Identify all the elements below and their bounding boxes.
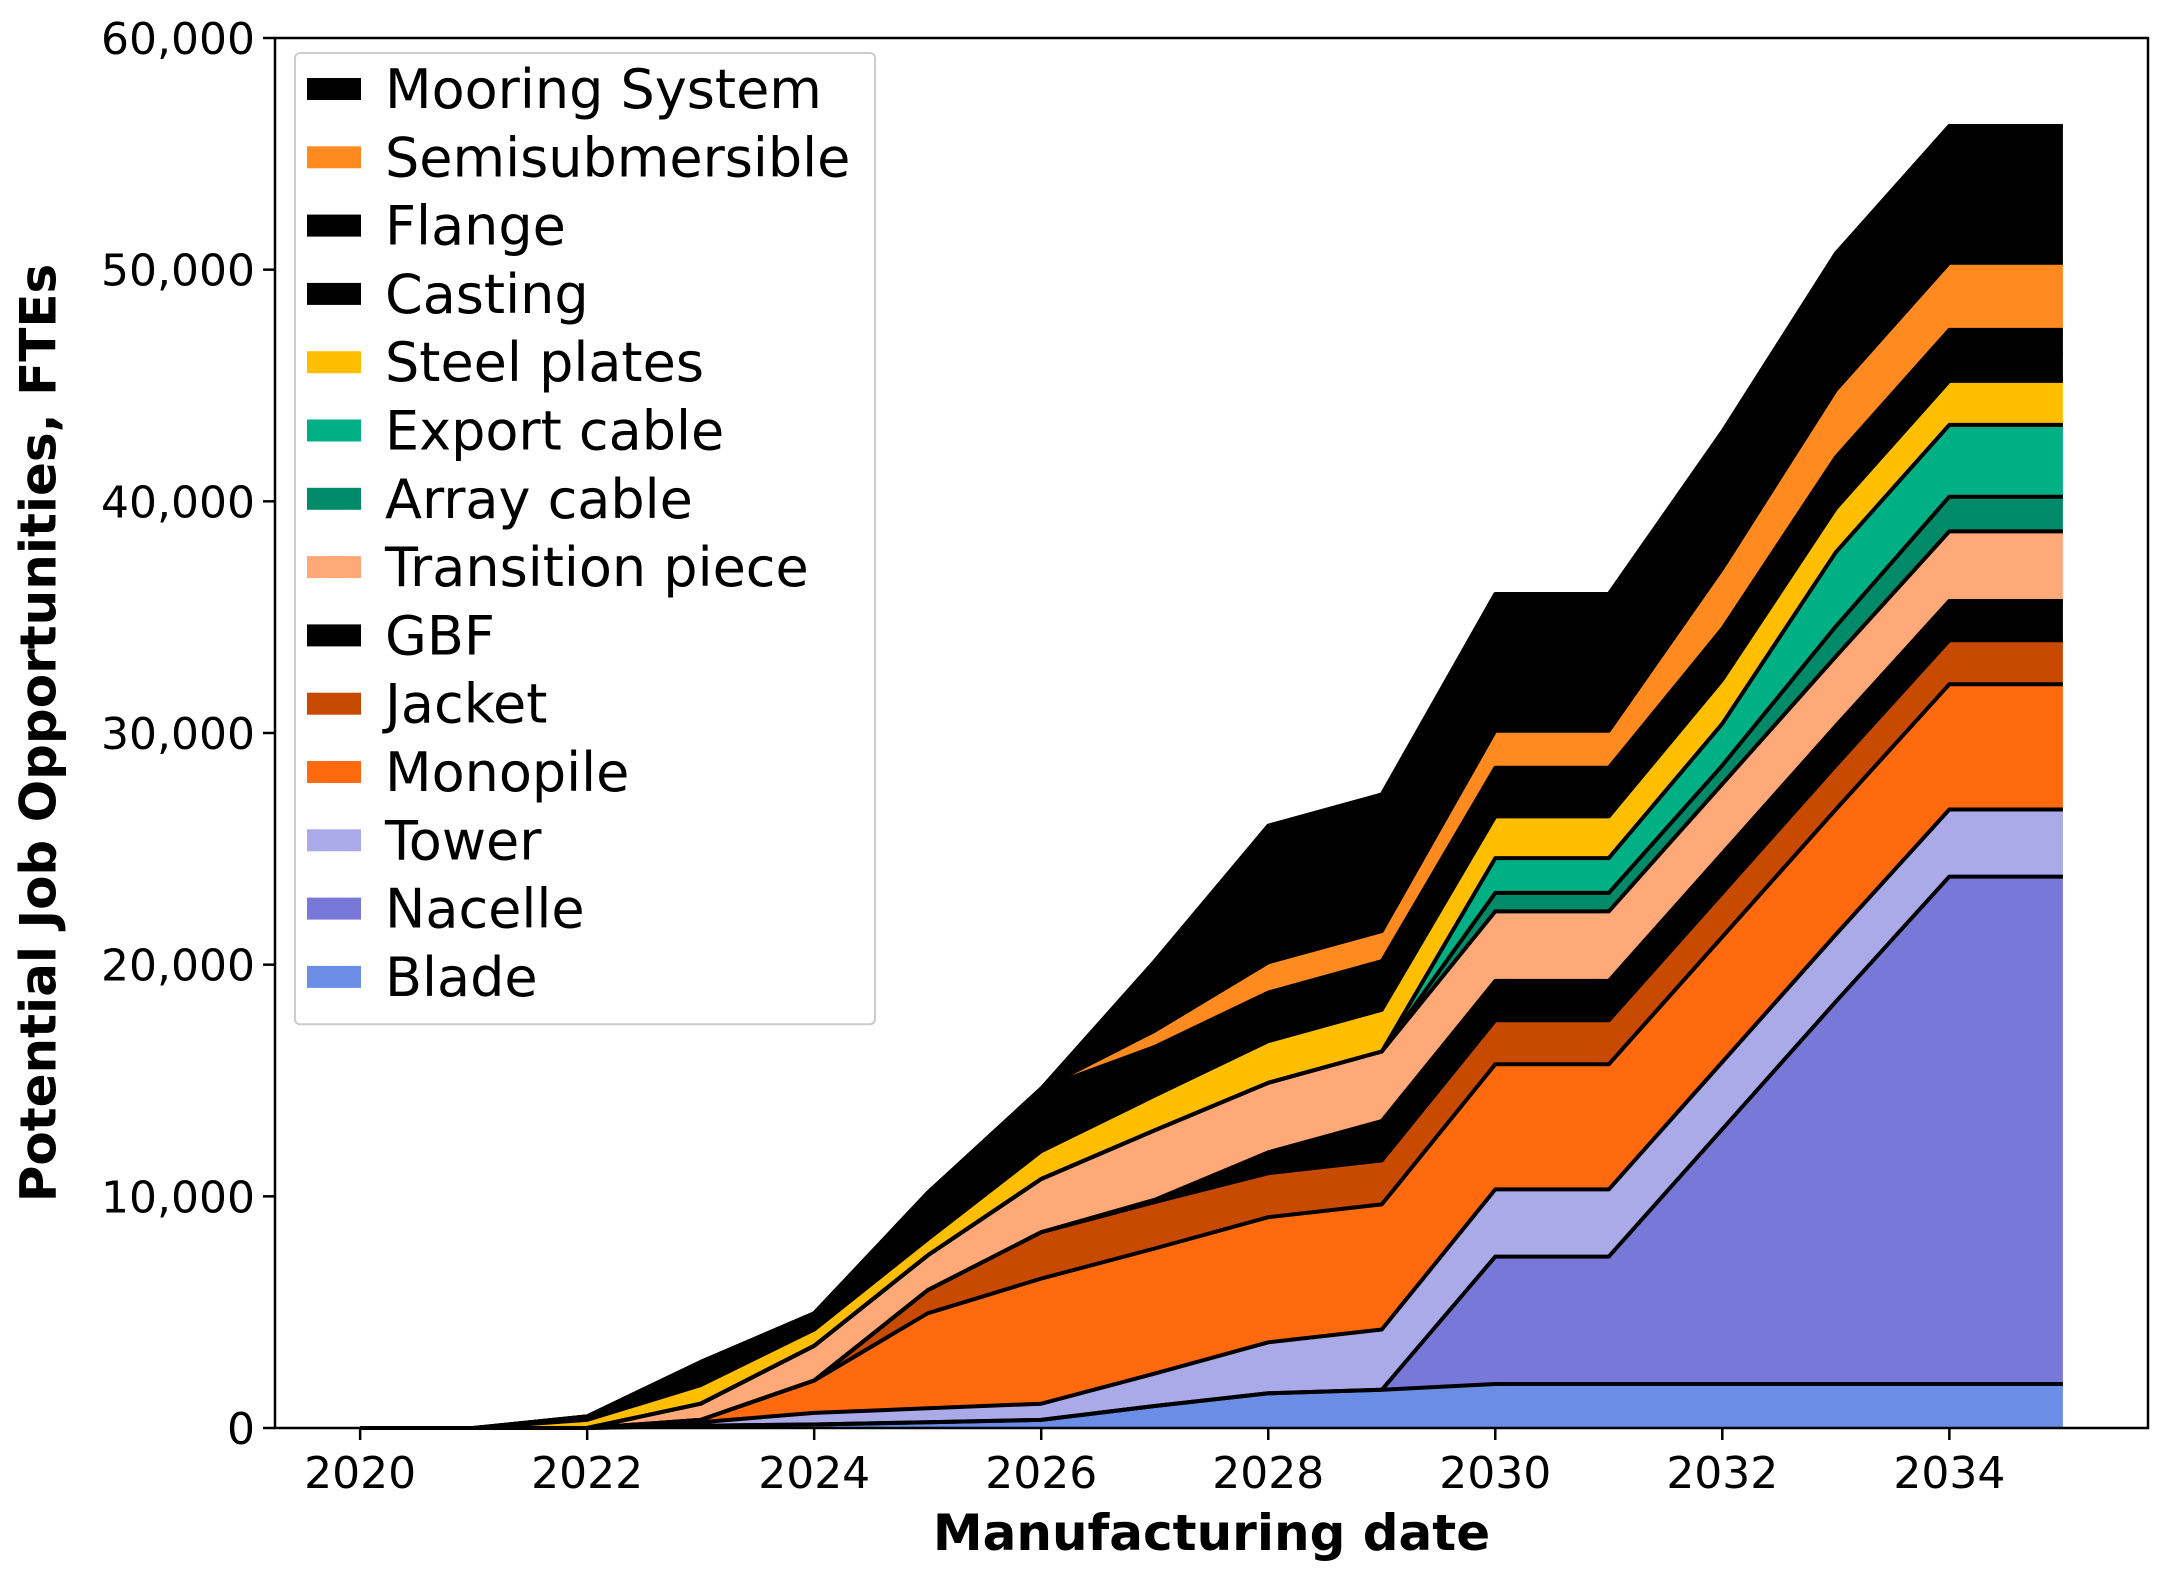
x-tick-label: 2030 bbox=[1439, 1448, 1551, 1499]
legend-swatch-array-cable bbox=[307, 487, 361, 510]
x-tick-label: 2022 bbox=[531, 1448, 643, 1499]
area-array-cable bbox=[360, 496, 2063, 1428]
legend-frame bbox=[294, 52, 876, 1026]
legend-label-array-cable: Array cable bbox=[385, 468, 693, 531]
x-tick-label: 2034 bbox=[1893, 1448, 2005, 1499]
x-tick-label: 2032 bbox=[1666, 1448, 1778, 1499]
legend-label-flange: Flange bbox=[385, 195, 566, 258]
legend-label-transition-piece: Transition piece bbox=[384, 536, 809, 599]
legend-label-mooring-system: Mooring System bbox=[385, 58, 822, 121]
series-edge-lines-layer bbox=[360, 124, 2063, 1430]
y-tick-label: 10,000 bbox=[101, 1172, 255, 1223]
legend-swatch-transition-piece bbox=[307, 556, 361, 579]
y-axis-title: Potential Job Opportunities, FTEs bbox=[10, 264, 68, 1203]
edge-line-steel-plates bbox=[360, 378, 2063, 1430]
x-tick-label: 2026 bbox=[985, 1448, 1097, 1499]
edge-line-casting bbox=[360, 351, 2063, 1430]
legend-label-casting: Casting bbox=[385, 263, 589, 326]
legend-swatch-jacket bbox=[307, 692, 361, 715]
y-tick-label: 60,000 bbox=[101, 14, 255, 65]
legend-swatch-semisubmersible bbox=[307, 146, 361, 169]
legend-label-tower: Tower bbox=[384, 809, 542, 872]
x-tick-label: 2028 bbox=[1212, 1448, 1324, 1499]
legend-swatch-nacelle bbox=[307, 897, 361, 920]
y-tick-label: 0 bbox=[227, 1404, 255, 1455]
area-blade bbox=[360, 1384, 2063, 1428]
area-tower bbox=[360, 809, 2063, 1428]
legend-swatch-blade bbox=[307, 965, 361, 988]
area-transition-piece bbox=[360, 531, 2063, 1428]
area-semisubmersible bbox=[360, 262, 2063, 1429]
legend-swatch-mooring-system bbox=[307, 78, 361, 100]
y-tick-label: 20,000 bbox=[101, 941, 255, 992]
area-mooring-system bbox=[360, 126, 2063, 1428]
legend-swatch-gbf bbox=[307, 624, 361, 647]
x-tick-label: 2020 bbox=[304, 1448, 416, 1499]
legend-swatch-steel-plates bbox=[307, 351, 361, 374]
legend-label-gbf: GBF bbox=[385, 604, 495, 667]
y-tick-label: 40,000 bbox=[101, 477, 255, 528]
area-jacket bbox=[360, 640, 2063, 1428]
x-axis: 2020 2022 2024 2026 2028 2030 2032 2034 bbox=[304, 1428, 2005, 1499]
edge-line-gbf bbox=[360, 599, 2063, 1430]
legend-swatch-export-cable bbox=[307, 419, 361, 442]
legend-label-export-cable: Export cable bbox=[385, 400, 724, 463]
y-tick-label: 50,000 bbox=[101, 246, 255, 297]
legend-swatch-flange bbox=[307, 214, 361, 237]
legend: Mooring SystemSemisubmersibleFlangeCasti… bbox=[294, 52, 876, 1026]
area-series-layer bbox=[360, 126, 2063, 1429]
legend-label-steel-plates: Steel plates bbox=[385, 331, 704, 394]
legend-label-nacelle: Nacelle bbox=[385, 878, 585, 941]
area-monopile bbox=[360, 684, 2063, 1428]
y-axis: 0 10,000 20,000 30,000 40,000 50,000 60,000 bbox=[101, 14, 275, 1455]
edge-line-mooring-system bbox=[360, 124, 2063, 1430]
legend-swatch-monopile bbox=[307, 761, 361, 783]
area-gbf bbox=[360, 601, 2063, 1428]
legend-swatch-casting bbox=[307, 282, 361, 305]
x-axis-title: Manufacturing date bbox=[933, 1504, 1490, 1562]
legend-label-blade: Blade bbox=[385, 946, 538, 1009]
area-nacelle bbox=[360, 876, 2063, 1428]
legend-label-jacket: Jacket bbox=[382, 673, 547, 736]
legend-label-semisubmersible: Semisubmersible bbox=[385, 126, 850, 189]
legend-swatch-tower bbox=[307, 829, 361, 852]
area-export-cable bbox=[360, 424, 2063, 1428]
x-tick-label: 2024 bbox=[758, 1448, 870, 1499]
y-tick-label: 30,000 bbox=[101, 709, 255, 760]
edge-line-export-cable bbox=[360, 422, 2063, 1430]
legend-label-monopile: Monopile bbox=[385, 741, 629, 804]
